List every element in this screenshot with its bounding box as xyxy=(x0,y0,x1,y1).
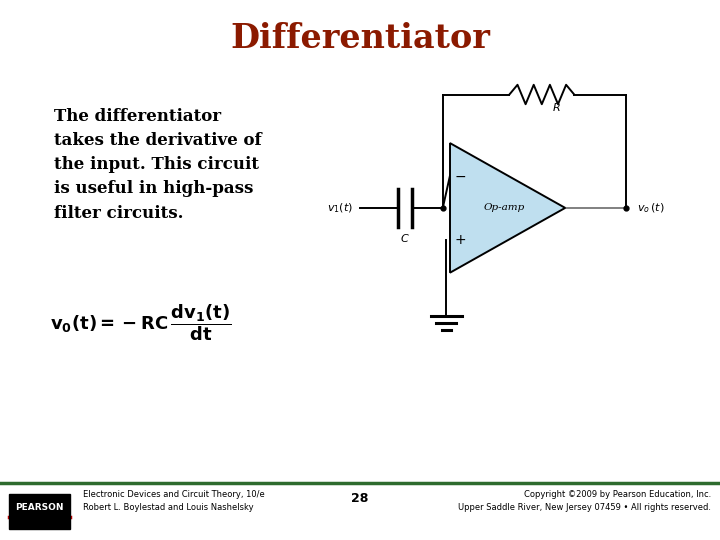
Text: 28: 28 xyxy=(351,492,369,505)
Text: $-$: $-$ xyxy=(454,168,466,183)
Text: $+$: $+$ xyxy=(454,233,466,247)
Text: Electronic Devices and Circuit Theory, 10/e
Robert L. Boylestad and Louis Nashel: Electronic Devices and Circuit Theory, 1… xyxy=(83,490,264,512)
Text: $v_o\,(t)$: $v_o\,(t)$ xyxy=(637,201,665,215)
Text: The differentiator
takes the derivative of
the input. This circuit
is useful in : The differentiator takes the derivative … xyxy=(54,108,261,221)
Text: $v_1(t)$: $v_1(t)$ xyxy=(327,201,353,215)
FancyBboxPatch shape xyxy=(9,494,70,529)
Text: Op-amp: Op-amp xyxy=(483,204,525,212)
Text: $R$: $R$ xyxy=(552,101,561,113)
Text: PEARSON: PEARSON xyxy=(14,503,63,512)
Polygon shape xyxy=(450,143,565,273)
Text: Copyright ©2009 by Pearson Education, Inc.
Upper Saddle River, New Jersey 07459 : Copyright ©2009 by Pearson Education, In… xyxy=(459,490,711,512)
Text: $\mathbf{v_0}$$\mathbf{(t) = -RC\,}$$\mathbf{\dfrac{dv_1(t)}{dt}}$: $\mathbf{v_0}$$\mathbf{(t) = -RC\,}$$\ma… xyxy=(50,302,232,343)
Text: $C$: $C$ xyxy=(400,232,410,244)
Text: Differentiator: Differentiator xyxy=(230,22,490,55)
